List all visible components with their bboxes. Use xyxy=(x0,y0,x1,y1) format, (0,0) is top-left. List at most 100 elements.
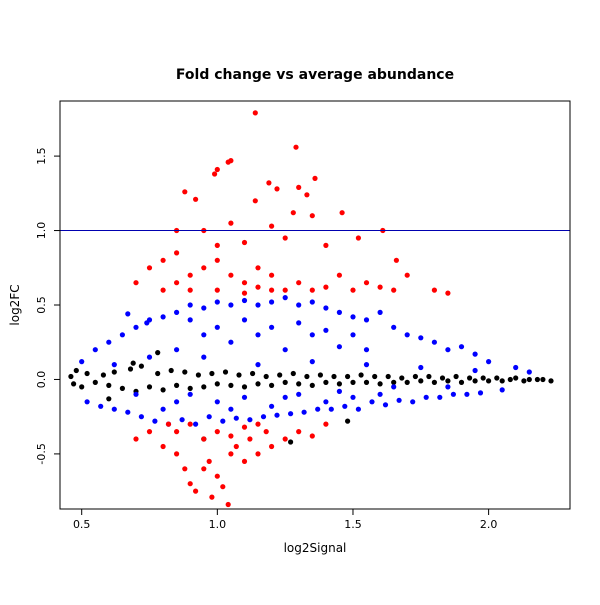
data-point xyxy=(106,396,112,402)
data-point xyxy=(155,350,161,356)
data-point xyxy=(499,387,505,393)
data-point xyxy=(144,320,150,326)
data-point xyxy=(252,110,258,116)
y-tick-label: 0.5 xyxy=(35,296,48,314)
data-point xyxy=(228,220,234,226)
data-point xyxy=(282,394,288,400)
data-point xyxy=(363,317,370,323)
data-point xyxy=(391,379,397,385)
data-point xyxy=(106,339,112,345)
data-point xyxy=(288,439,294,445)
data-point xyxy=(513,375,519,381)
data-point xyxy=(269,324,275,330)
data-point xyxy=(363,379,370,385)
data-point xyxy=(385,373,391,380)
data-point xyxy=(399,375,405,381)
data-point xyxy=(209,370,215,377)
data-point xyxy=(92,347,98,353)
data-point xyxy=(464,391,470,397)
data-point xyxy=(79,384,85,390)
data-point xyxy=(214,287,220,293)
data-point xyxy=(195,372,201,378)
data-point xyxy=(250,370,256,377)
data-point xyxy=(187,287,193,293)
data-point xyxy=(472,367,478,374)
data-point xyxy=(269,272,275,278)
data-point xyxy=(323,399,329,405)
data-point xyxy=(209,494,215,500)
data-point xyxy=(214,257,220,263)
data-point xyxy=(241,290,248,296)
data-point xyxy=(277,372,283,378)
data-point xyxy=(315,406,321,412)
data-point xyxy=(453,373,459,380)
data-point xyxy=(241,297,248,304)
data-point xyxy=(68,373,74,380)
data-point xyxy=(193,196,199,202)
data-point xyxy=(160,387,166,393)
data-point xyxy=(363,280,370,286)
data-point xyxy=(301,409,307,415)
data-point xyxy=(133,391,139,397)
data-point xyxy=(222,369,229,375)
data-point xyxy=(241,384,248,390)
data-point xyxy=(309,213,315,219)
y-tick-label: 1.0 xyxy=(35,222,48,240)
data-point xyxy=(296,280,302,286)
data-point xyxy=(182,369,188,375)
data-point xyxy=(225,501,231,508)
data-point xyxy=(241,239,248,246)
data-point xyxy=(450,391,456,397)
data-point xyxy=(269,299,275,305)
data-point xyxy=(296,381,302,387)
data-point xyxy=(282,235,288,241)
data-point xyxy=(160,314,166,320)
data-point xyxy=(174,309,180,315)
data-point xyxy=(437,394,443,400)
data-point xyxy=(160,406,166,412)
data-point xyxy=(138,363,144,369)
data-point xyxy=(431,287,437,293)
data-point xyxy=(160,257,166,263)
data-point xyxy=(247,436,253,442)
data-point xyxy=(228,433,234,439)
data-point xyxy=(252,198,258,204)
data-point xyxy=(445,347,451,353)
plot-border xyxy=(59,100,571,510)
data-point xyxy=(182,189,188,195)
data-point xyxy=(119,332,125,338)
data-point xyxy=(260,414,267,420)
x-axis: 0.5 1.0 1.5 2.0 xyxy=(73,508,497,531)
data-point xyxy=(336,388,342,394)
data-point xyxy=(160,443,166,450)
data-point xyxy=(418,335,424,341)
data-point xyxy=(201,354,207,360)
data-point xyxy=(111,369,117,375)
data-point xyxy=(111,406,117,412)
data-point xyxy=(165,421,172,427)
data-point xyxy=(309,332,315,338)
x-axis-label: log2Signal xyxy=(284,541,347,555)
data-point xyxy=(342,403,348,409)
data-point xyxy=(282,347,288,353)
data-point xyxy=(111,362,117,368)
data-point xyxy=(480,375,486,381)
data-point xyxy=(269,223,275,229)
data-point xyxy=(220,484,226,490)
data-point xyxy=(377,309,383,315)
data-point xyxy=(174,382,180,388)
data-point xyxy=(418,378,424,384)
data-point xyxy=(350,379,356,385)
data-point xyxy=(220,418,226,424)
data-point xyxy=(269,443,275,450)
data-point xyxy=(396,397,402,403)
data-point xyxy=(174,429,180,435)
data-point xyxy=(92,379,98,385)
x-tick-label: 1.0 xyxy=(209,518,227,531)
data-point xyxy=(323,284,329,290)
data-point xyxy=(247,417,253,423)
data-point xyxy=(472,351,478,357)
data-point xyxy=(418,364,424,371)
data-point xyxy=(410,399,416,405)
data-point xyxy=(263,429,269,435)
